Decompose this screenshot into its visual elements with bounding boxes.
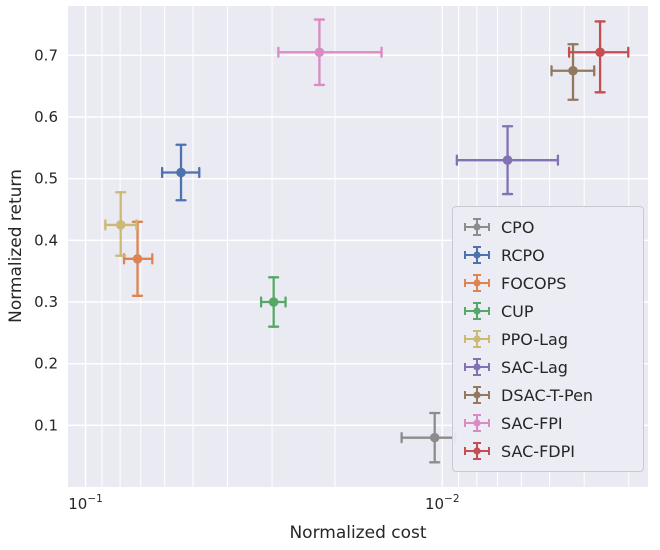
legend-errorbar-marker-icon <box>464 358 490 376</box>
errorbar-point-CPO <box>400 411 457 464</box>
marker-DSAC-T-Pen <box>568 65 578 76</box>
legend-errorbar-marker-icon <box>464 442 490 460</box>
errorbar-point-RCPO <box>160 143 201 202</box>
errorbar-point-CUP <box>259 276 287 328</box>
legend: CPO RCPO FOCOPS CUP PPO-Lag SAC-Lag DSAC-T-Pen… <box>452 206 644 472</box>
legend-label: SAC-FPI <box>501 413 563 433</box>
legend-errorbar-marker-icon <box>464 330 490 348</box>
legend-errorbar-marker-icon <box>464 302 490 320</box>
legend-item-SAC-FDPI: SAC-FDPI <box>462 437 643 465</box>
legend-errorbar-marker-icon <box>464 246 490 264</box>
legend-label: FOCOPS <box>501 273 567 293</box>
y-tick-label: 0.5 <box>34 170 58 188</box>
marker-SAC-FDPI <box>595 47 605 58</box>
marker-SAC-FPI <box>314 47 325 58</box>
legend-item-SAC-FPI: SAC-FPI <box>462 409 643 437</box>
y-tick-label: 0.7 <box>34 46 58 64</box>
y-tick-label: 0.3 <box>34 293 58 311</box>
legend-item-FOCOPS: FOCOPS <box>462 269 643 297</box>
marker-FOCOPS <box>132 254 143 264</box>
legend-item-SAC-Lag: SAC-Lag <box>462 353 643 381</box>
errorbar-point-PPO-Lag <box>104 191 138 257</box>
marker-CPO <box>429 432 440 443</box>
legend-errorbar-marker-icon <box>464 218 490 236</box>
legend-label: CUP <box>501 301 534 321</box>
legend-label: CPO <box>501 217 535 237</box>
legend-item-CPO: CPO <box>462 213 643 241</box>
y-tick-label: 0.1 <box>34 416 58 434</box>
marker-RCPO <box>176 167 186 178</box>
legend-errorbar-marker-icon <box>464 386 490 404</box>
y-axis-label: Normalized return <box>6 169 26 323</box>
errorbar-point-SAC-FDPI <box>567 20 630 94</box>
legend-item-DSAC-T-Pen: DSAC-T-Pen <box>462 381 643 409</box>
legend-errorbar-marker-icon <box>464 274 490 292</box>
legend-errorbar-marker-icon <box>464 414 490 432</box>
legend-label: RCPO <box>501 245 545 265</box>
legend-item-RCPO: RCPO <box>462 241 643 269</box>
errorbar-point-DSAC-T-Pen <box>550 43 596 101</box>
y-tick-label: 0.2 <box>34 355 58 373</box>
legend-label: DSAC-T-Pen <box>501 385 594 405</box>
errorbar-point-FOCOPS <box>122 220 154 297</box>
marker-PPO-Lag <box>115 220 126 230</box>
legend-label: SAC-Lag <box>501 357 568 377</box>
x-axis-label: Normalized cost <box>289 523 427 543</box>
y-tick-label: 0.6 <box>34 108 58 126</box>
errorbar-point-SAC-Lag <box>455 125 560 196</box>
marker-SAC-Lag <box>502 155 513 165</box>
x-tick-label: 10−2 <box>425 493 460 513</box>
legend-item-PPO-Lag: PPO-Lag <box>462 325 643 353</box>
errorbar-point-SAC-FPI <box>277 18 383 87</box>
x-tick-label: 10−1 <box>68 493 103 513</box>
legend-item-CUP: CUP <box>462 297 643 325</box>
legend-label: SAC-FDPI <box>501 441 575 461</box>
y-tick-label: 0.4 <box>34 231 58 249</box>
marker-CUP <box>268 297 279 307</box>
legend-label: PPO-Lag <box>501 329 568 349</box>
